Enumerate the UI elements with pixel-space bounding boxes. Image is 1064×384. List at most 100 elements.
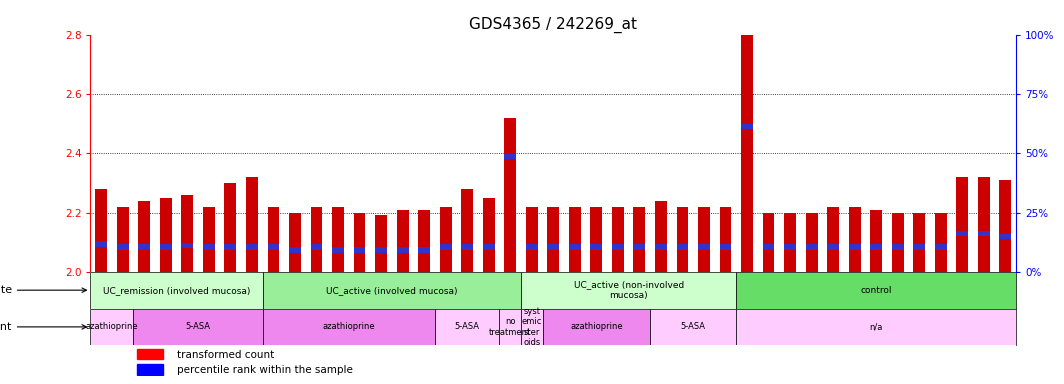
- Bar: [763, 212, 775, 272]
- Bar: [612, 244, 624, 250]
- Text: GSM948562: GSM948562: [1001, 274, 1010, 320]
- Text: GSM948561: GSM948561: [979, 274, 988, 320]
- Text: GSM948583: GSM948583: [333, 274, 343, 320]
- Bar: [246, 244, 257, 250]
- Bar: [462, 189, 473, 272]
- Title: GDS4365 / 242269_at: GDS4365 / 242269_at: [469, 17, 637, 33]
- Bar: [742, 124, 753, 129]
- Text: UC_active (non-involved
mucosa): UC_active (non-involved mucosa): [573, 280, 684, 300]
- Text: GSM948589: GSM948589: [355, 274, 364, 320]
- Bar: [849, 207, 861, 272]
- Text: no
treatment: no treatment: [489, 317, 531, 337]
- Bar: [376, 247, 387, 253]
- Bar: [138, 244, 150, 250]
- Bar: [246, 177, 257, 272]
- Text: GSM948580: GSM948580: [635, 274, 644, 320]
- Bar: [935, 212, 947, 272]
- Bar: [805, 212, 817, 272]
- Bar: [677, 244, 688, 250]
- Bar: [311, 244, 322, 250]
- Text: UC_active (involved mucosa): UC_active (involved mucosa): [326, 286, 458, 295]
- Text: GSM948568: GSM948568: [226, 274, 235, 320]
- Bar: [353, 212, 365, 272]
- Bar: [957, 177, 968, 272]
- Text: n/a: n/a: [869, 323, 883, 331]
- Bar: [978, 231, 990, 236]
- Text: syst
emic
ster
oids: syst emic ster oids: [521, 307, 542, 347]
- Text: transformed count: transformed count: [177, 350, 273, 360]
- Text: GSM948577: GSM948577: [463, 274, 471, 321]
- Text: azathioprine: azathioprine: [322, 323, 376, 331]
- Bar: [526, 207, 537, 272]
- Text: GSM948560: GSM948560: [958, 274, 967, 321]
- Text: GSM948574: GSM948574: [592, 274, 601, 321]
- Text: GSM948572: GSM948572: [678, 274, 687, 320]
- Text: GSM948550: GSM948550: [743, 274, 751, 321]
- Bar: [181, 243, 194, 248]
- Bar: [136, 364, 163, 375]
- Text: GSM948592: GSM948592: [419, 274, 429, 320]
- Text: GSM948586: GSM948586: [549, 274, 558, 320]
- Bar: [138, 200, 150, 272]
- Bar: [827, 207, 839, 272]
- Bar: [311, 207, 322, 272]
- Bar: [742, 35, 753, 272]
- Text: GSM948557: GSM948557: [893, 274, 902, 321]
- Text: GSM948567: GSM948567: [204, 274, 214, 321]
- Bar: [353, 247, 365, 253]
- Bar: [160, 198, 171, 272]
- Bar: [978, 177, 990, 272]
- Bar: [225, 244, 236, 250]
- Bar: [805, 244, 817, 250]
- Bar: [133, 308, 263, 345]
- Bar: [784, 212, 796, 272]
- Text: azathioprine: azathioprine: [570, 323, 622, 331]
- Text: GSM948587: GSM948587: [570, 274, 579, 320]
- Text: GSM948576: GSM948576: [613, 274, 622, 321]
- Text: UC_remission (involved mucosa): UC_remission (involved mucosa): [103, 286, 250, 295]
- Bar: [397, 247, 409, 253]
- Text: control: control: [861, 286, 892, 295]
- Text: GSM948558: GSM948558: [915, 274, 924, 320]
- Text: GSM948581: GSM948581: [484, 274, 494, 320]
- Bar: [483, 244, 495, 250]
- Bar: [677, 207, 688, 272]
- Bar: [418, 210, 430, 272]
- Text: GSM948556: GSM948556: [871, 274, 881, 321]
- Bar: [870, 244, 882, 250]
- Bar: [160, 244, 171, 250]
- Bar: [376, 215, 387, 272]
- Text: GSM948590: GSM948590: [377, 274, 385, 321]
- Text: GSM948566: GSM948566: [183, 274, 192, 321]
- Bar: [117, 244, 129, 250]
- Text: GSM948585: GSM948585: [528, 274, 536, 320]
- Text: GSM948569: GSM948569: [139, 274, 149, 321]
- Text: GSM948588: GSM948588: [505, 274, 515, 320]
- Bar: [267, 207, 280, 272]
- Bar: [289, 212, 301, 272]
- Bar: [136, 349, 163, 359]
- Text: 5-ASA: 5-ASA: [454, 323, 480, 331]
- Bar: [203, 207, 215, 272]
- Text: GSM948575: GSM948575: [290, 274, 299, 321]
- Bar: [439, 244, 451, 250]
- Bar: [736, 308, 1016, 345]
- Bar: [784, 244, 796, 250]
- Bar: [612, 207, 624, 272]
- Bar: [892, 244, 903, 250]
- Bar: [117, 207, 129, 272]
- Bar: [435, 308, 499, 345]
- Text: GSM948554: GSM948554: [829, 274, 837, 321]
- Text: GSM948553: GSM948553: [808, 274, 816, 321]
- Bar: [650, 308, 736, 345]
- Bar: [913, 212, 926, 272]
- Text: GSM948579: GSM948579: [312, 274, 321, 321]
- Text: GSM948551: GSM948551: [764, 274, 774, 320]
- Bar: [547, 207, 560, 272]
- Bar: [181, 195, 194, 272]
- Text: disease state: disease state: [0, 285, 86, 295]
- Bar: [397, 210, 409, 272]
- Bar: [935, 244, 947, 250]
- Bar: [870, 210, 882, 272]
- Bar: [263, 272, 521, 308]
